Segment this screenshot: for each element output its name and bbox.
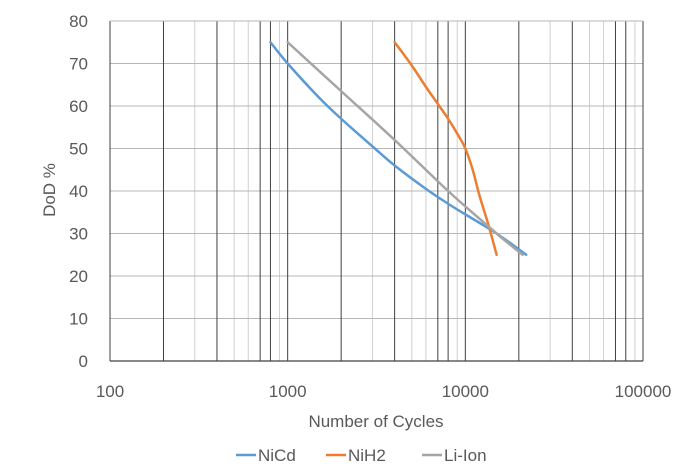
y-tick-labels: 0 10 20 30 40 50 60 70 80	[69, 12, 88, 371]
y-tick-label: 20	[69, 267, 88, 286]
legend-label-nicd: NiCd	[258, 446, 296, 465]
legend: NiCd NiH2 Li-Ion	[236, 446, 487, 465]
y-tick-label: 80	[69, 12, 88, 31]
y-axis-title: DoD %	[40, 163, 59, 217]
y-tick-label: 0	[79, 352, 88, 371]
x-tick-label: 10000	[442, 382, 489, 401]
y-tick-label: 40	[69, 182, 88, 201]
y-tick-label: 70	[69, 55, 88, 74]
series-line-nicd	[269, 41, 528, 256]
legend-label-li-ion: Li-Ion	[444, 446, 487, 465]
y-tick-label: 50	[69, 140, 88, 159]
series-line-li-ion	[286, 41, 524, 256]
x-axis-title: Number of Cycles	[308, 412, 443, 431]
y-tick-label: 10	[69, 310, 88, 329]
legend-label-nih2: NiH2	[348, 446, 386, 465]
y-tick-label: 60	[69, 97, 88, 116]
series-line-nih2	[393, 41, 498, 256]
axes	[109, 20, 644, 362]
series-lines	[269, 41, 528, 256]
x-tick-labels: 100 1000 10000 100000	[96, 382, 672, 401]
x-tick-label: 1000	[269, 382, 307, 401]
x-tick-label: 100	[96, 382, 124, 401]
y-tick-label: 30	[69, 225, 88, 244]
x-tick-label: 100000	[615, 382, 672, 401]
